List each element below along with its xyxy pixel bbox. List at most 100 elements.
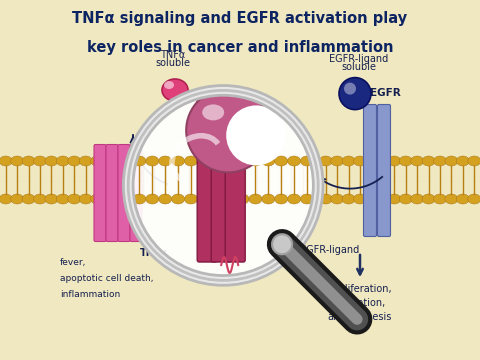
Ellipse shape — [193, 156, 206, 166]
Ellipse shape — [125, 156, 138, 166]
Ellipse shape — [388, 194, 401, 204]
Circle shape — [272, 234, 292, 254]
Text: EGFR-ligand: EGFR-ligand — [300, 245, 360, 255]
Text: soluble: soluble — [341, 62, 376, 72]
Ellipse shape — [197, 194, 210, 204]
Ellipse shape — [468, 194, 480, 204]
Ellipse shape — [262, 156, 275, 166]
Ellipse shape — [197, 156, 210, 166]
Ellipse shape — [91, 156, 104, 166]
Ellipse shape — [193, 194, 206, 204]
Circle shape — [226, 105, 286, 165]
FancyBboxPatch shape — [211, 99, 231, 262]
Circle shape — [128, 90, 318, 280]
Ellipse shape — [262, 194, 275, 204]
Ellipse shape — [285, 194, 298, 204]
Ellipse shape — [288, 194, 300, 204]
Ellipse shape — [79, 194, 92, 204]
Circle shape — [339, 78, 371, 109]
Ellipse shape — [388, 156, 401, 166]
Text: angiogenesis: angiogenesis — [328, 312, 392, 322]
Ellipse shape — [411, 156, 424, 166]
Ellipse shape — [159, 156, 172, 166]
Ellipse shape — [56, 194, 69, 204]
Ellipse shape — [239, 194, 252, 204]
Ellipse shape — [422, 156, 435, 166]
Text: migration,: migration, — [335, 298, 385, 308]
Ellipse shape — [331, 194, 344, 204]
Ellipse shape — [11, 156, 24, 166]
Ellipse shape — [251, 156, 264, 166]
Ellipse shape — [262, 156, 275, 166]
Ellipse shape — [228, 156, 241, 166]
Ellipse shape — [411, 194, 424, 204]
Ellipse shape — [319, 194, 332, 204]
Ellipse shape — [223, 156, 236, 166]
FancyBboxPatch shape — [130, 144, 142, 242]
Text: TNFα: TNFα — [160, 50, 186, 60]
Ellipse shape — [365, 156, 378, 166]
Ellipse shape — [468, 156, 480, 166]
Ellipse shape — [125, 194, 138, 204]
Ellipse shape — [171, 156, 185, 166]
Ellipse shape — [210, 194, 223, 204]
Ellipse shape — [274, 156, 287, 166]
Ellipse shape — [296, 156, 309, 166]
Ellipse shape — [0, 156, 12, 166]
Ellipse shape — [45, 194, 58, 204]
FancyBboxPatch shape — [363, 104, 376, 237]
Ellipse shape — [296, 194, 309, 204]
Ellipse shape — [171, 194, 185, 204]
Ellipse shape — [275, 156, 288, 166]
Ellipse shape — [164, 81, 174, 89]
Ellipse shape — [22, 156, 35, 166]
Circle shape — [186, 89, 270, 172]
Ellipse shape — [148, 156, 161, 166]
Ellipse shape — [22, 194, 35, 204]
Ellipse shape — [91, 194, 104, 204]
Ellipse shape — [342, 156, 355, 166]
Text: soluble: soluble — [156, 58, 191, 68]
Ellipse shape — [433, 156, 446, 166]
Ellipse shape — [11, 194, 24, 204]
Text: EGFR: EGFR — [370, 88, 400, 98]
Ellipse shape — [146, 156, 159, 166]
Ellipse shape — [342, 194, 355, 204]
Ellipse shape — [184, 194, 197, 204]
Ellipse shape — [376, 194, 389, 204]
Ellipse shape — [102, 194, 115, 204]
Ellipse shape — [34, 156, 47, 166]
Ellipse shape — [136, 194, 149, 204]
Ellipse shape — [136, 156, 149, 166]
Ellipse shape — [300, 194, 313, 204]
Ellipse shape — [353, 156, 367, 166]
Ellipse shape — [162, 79, 188, 101]
Ellipse shape — [239, 156, 252, 166]
Ellipse shape — [210, 156, 223, 166]
Ellipse shape — [159, 194, 172, 204]
Ellipse shape — [184, 156, 197, 166]
Ellipse shape — [275, 194, 288, 204]
Ellipse shape — [68, 194, 81, 204]
Ellipse shape — [445, 156, 458, 166]
Text: apoptotic cell death,: apoptotic cell death, — [60, 274, 154, 283]
Ellipse shape — [146, 194, 159, 204]
Ellipse shape — [236, 156, 249, 166]
FancyBboxPatch shape — [225, 99, 245, 262]
Ellipse shape — [399, 194, 412, 204]
FancyBboxPatch shape — [106, 144, 118, 242]
Ellipse shape — [102, 156, 115, 166]
Text: fever,: fever, — [60, 258, 86, 267]
Ellipse shape — [228, 194, 241, 204]
Ellipse shape — [249, 194, 262, 204]
Ellipse shape — [249, 156, 262, 166]
Text: EGFR-ligand: EGFR-ligand — [329, 54, 389, 64]
Ellipse shape — [422, 194, 435, 204]
Ellipse shape — [445, 194, 458, 204]
Ellipse shape — [205, 194, 218, 204]
Ellipse shape — [159, 156, 172, 166]
Ellipse shape — [148, 194, 161, 204]
Ellipse shape — [113, 156, 127, 166]
Ellipse shape — [308, 194, 321, 204]
Ellipse shape — [456, 194, 469, 204]
